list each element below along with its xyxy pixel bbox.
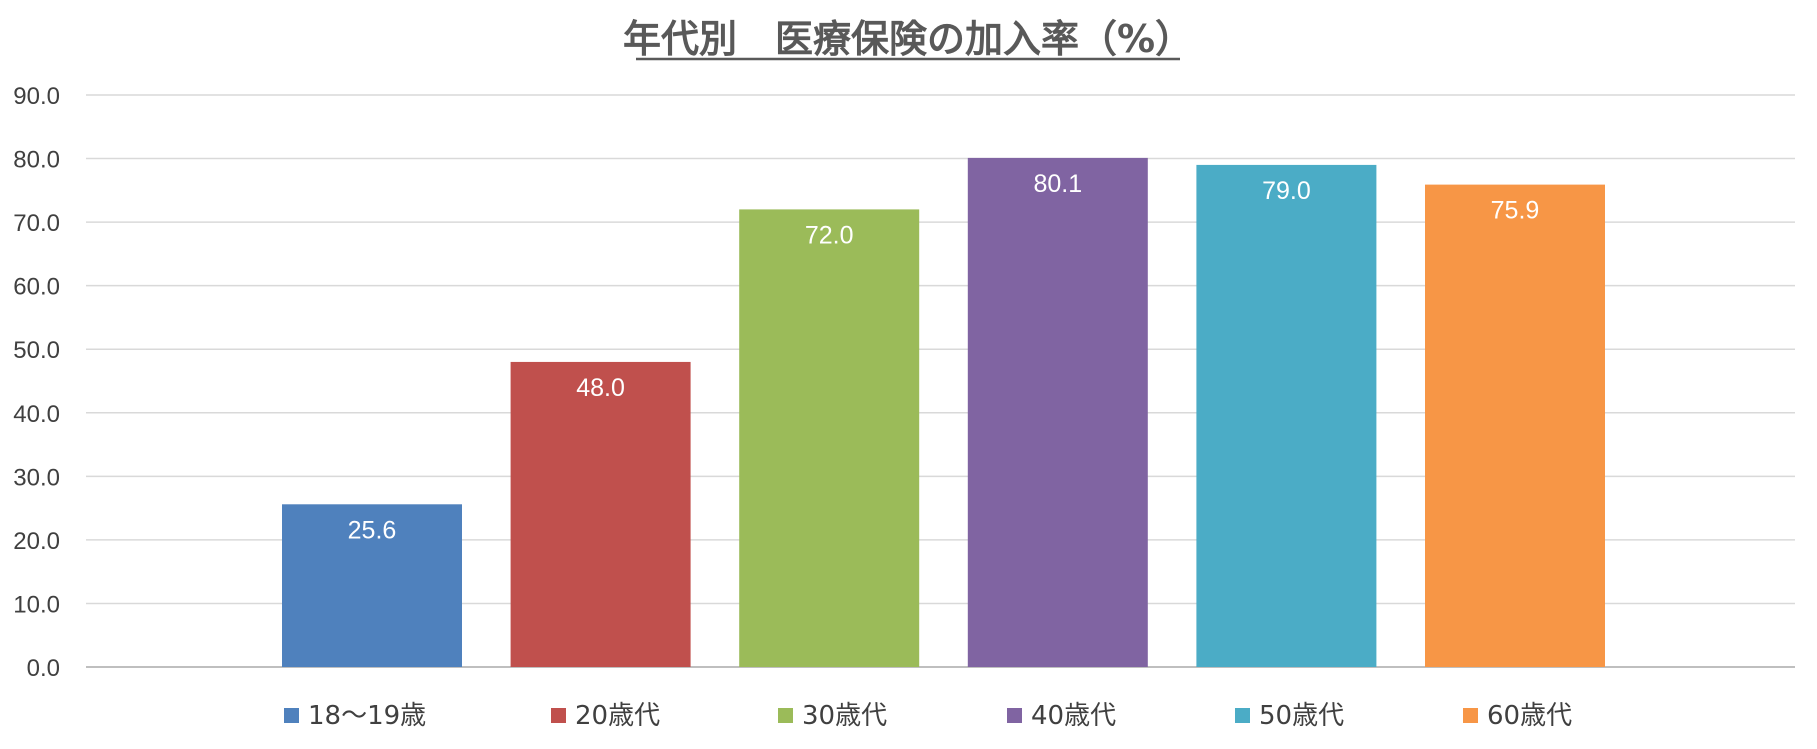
data-label: 79.0	[1262, 177, 1311, 205]
legend-label: 50歳代	[1259, 701, 1344, 731]
y-tick-label: 60.0	[13, 274, 60, 301]
bar	[739, 209, 920, 667]
legend-swatch	[551, 708, 566, 723]
chart-title: 年代別 医療保険の加入率（%）	[623, 17, 1193, 61]
legend-label: 20歳代	[575, 701, 660, 731]
legend-label: 18～19歳	[308, 701, 426, 731]
bar	[282, 504, 462, 667]
legend-swatch	[1007, 708, 1022, 723]
y-tick-label: 90.0	[13, 83, 60, 110]
data-label: 72.0	[805, 221, 854, 249]
y-tick-label: 0.0	[27, 655, 60, 682]
bar	[1196, 164, 1377, 667]
y-tick-label: 50.0	[13, 337, 60, 364]
legend: 18～19歳 20歳代 30歳代 40歳代 50歳代 60歳代	[284, 701, 1572, 731]
y-tick-label: 80.0	[13, 147, 60, 174]
bar	[510, 361, 691, 667]
y-tick-label: 20.0	[13, 528, 60, 555]
y-tick-label: 30.0	[13, 464, 60, 491]
y-axis-ticks: 0.0 10.0 20.0 30.0 40.0 50.0 60.0 70.0 80.0 90.0	[13, 83, 60, 682]
bars	[282, 157, 1605, 668]
data-label: 75.9	[1491, 197, 1540, 225]
data-label: 25.6	[348, 516, 397, 544]
legend-label: 40歳代	[1031, 701, 1116, 731]
legend-swatch	[1463, 708, 1478, 723]
legend-swatch	[284, 708, 299, 723]
y-tick-label: 40.0	[13, 401, 60, 428]
bar	[967, 157, 1148, 668]
y-tick-label: 10.0	[13, 591, 60, 618]
data-label: 48.0	[576, 374, 625, 402]
legend-swatch	[1235, 708, 1250, 723]
data-label: 80.1	[1033, 170, 1082, 198]
y-tick-label: 70.0	[13, 210, 60, 237]
legend-label: 60歳代	[1487, 701, 1572, 731]
data-labels: 25.6 48.0 72.0 80.1 79.0 75.9	[348, 170, 1540, 544]
legend-swatch	[778, 708, 793, 723]
bar	[1425, 184, 1605, 667]
legend-label: 30歳代	[802, 701, 887, 731]
